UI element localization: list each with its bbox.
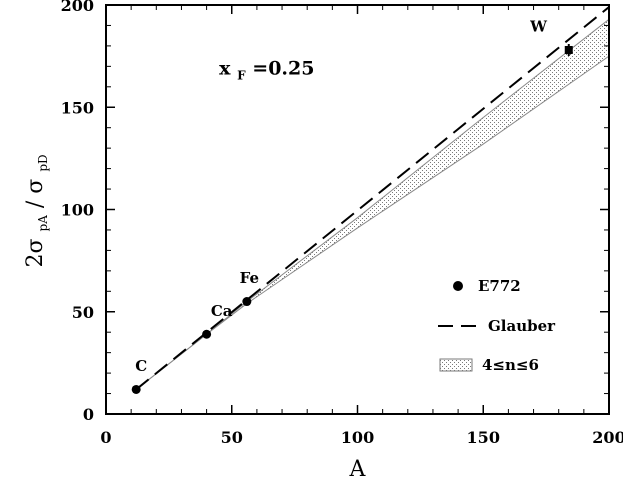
xf-annotation-base: x xyxy=(219,58,231,80)
data-point-fe xyxy=(242,297,252,307)
data-point-w xyxy=(564,45,573,54)
point-layer xyxy=(131,43,573,394)
glauber-line xyxy=(135,6,610,391)
y-axis-title: 2σ pA / σ pD xyxy=(23,154,53,267)
line-layer xyxy=(135,6,610,391)
band-layer xyxy=(135,18,610,390)
legend-band-label: 4≤n≤6 xyxy=(482,356,539,374)
label-layer: C Ca Fe W xyxy=(135,18,548,375)
xf-annotation-rest: =0.25 xyxy=(252,58,314,80)
band-lower-edge xyxy=(135,55,610,390)
x-tick-label-150: 150 xyxy=(467,428,500,447)
data-label-w: W xyxy=(529,18,548,36)
plot-frame xyxy=(105,4,610,415)
y-tick-label-150: 150 xyxy=(61,98,94,117)
data-point-c xyxy=(131,384,141,394)
y-tick-label-0: 0 xyxy=(83,405,94,424)
y-axis-title-den: σ xyxy=(23,179,48,194)
tick-layer: 0 50 100 150 200 0 50 100 150 200 xyxy=(61,0,623,447)
x-tick-label-0: 0 xyxy=(100,428,111,447)
xf-annotation: x F =0.25 xyxy=(219,58,314,85)
legend-e772-label: E772 xyxy=(478,277,521,295)
x-tick-label-100: 100 xyxy=(341,428,374,447)
y-tick-label-50: 50 xyxy=(72,303,94,322)
y-tick-label-200: 200 xyxy=(61,0,94,15)
legend-band-marker xyxy=(439,358,473,372)
y-axis-title-num-sub: pA xyxy=(36,215,50,232)
y-axis-title-slash: / xyxy=(23,200,48,208)
data-label-c: C xyxy=(135,357,147,375)
xf-annotation-sub: F xyxy=(237,69,246,83)
y-tick-label-100: 100 xyxy=(61,201,94,220)
legend-glauber-label: Glauber xyxy=(488,317,556,335)
data-point-ca xyxy=(202,329,212,339)
y-axis-title-den-sub: pD xyxy=(36,154,50,171)
y-axis-title-base: 2σ xyxy=(23,238,48,267)
x-tick-label-200: 200 xyxy=(592,428,623,447)
x-axis-title: A xyxy=(349,457,367,482)
x-tick-label-50: 50 xyxy=(221,428,243,447)
legend-point-marker xyxy=(453,281,463,291)
data-label-ca: Ca xyxy=(211,302,233,320)
legend: E772 Glauber 4≤n≤6 xyxy=(438,277,556,374)
data-label-fe: Fe xyxy=(240,269,259,287)
